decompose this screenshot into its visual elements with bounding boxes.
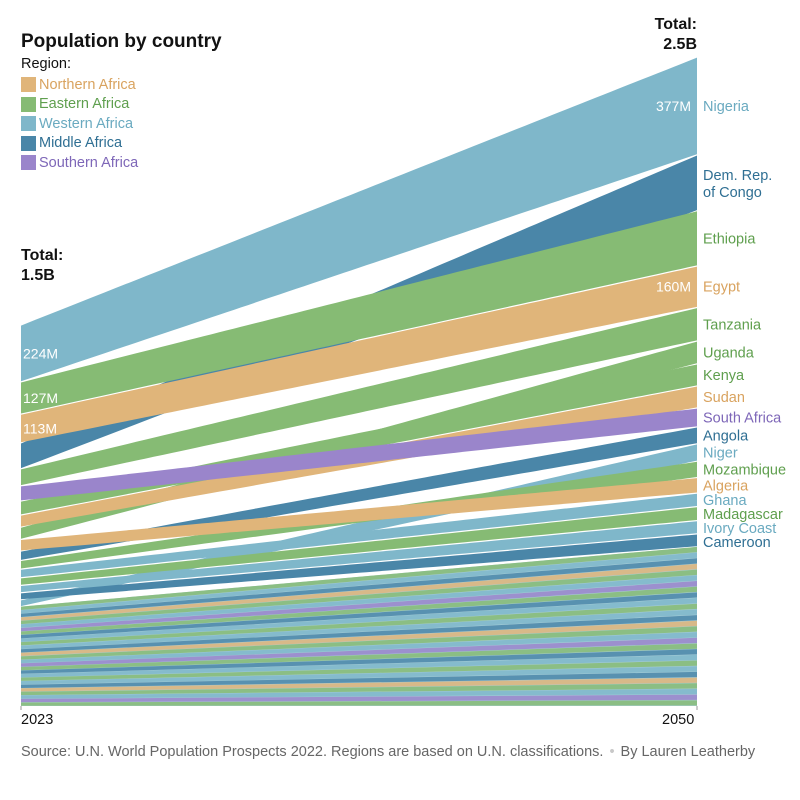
total-end-label: Total: bbox=[654, 16, 697, 33]
country-label-nigeria: Nigeria bbox=[703, 99, 750, 115]
other-country-band bbox=[21, 580, 697, 632]
total-start-label: Total: bbox=[21, 247, 64, 264]
other-country-band bbox=[21, 609, 697, 649]
other-country-band bbox=[21, 700, 697, 706]
other-country-band bbox=[21, 649, 697, 674]
legend-swatch-eastern-africa bbox=[21, 96, 36, 112]
legend-swatch-western-africa bbox=[21, 116, 36, 132]
country-label-ivory-coast: Ivory Coast bbox=[703, 521, 776, 537]
chart-title: Population by country bbox=[21, 31, 222, 52]
other-country-band bbox=[21, 603, 697, 646]
legend-item-middle-africa: Middle Africa bbox=[21, 134, 138, 154]
legend-label-southern-africa: Southern Africa bbox=[39, 154, 139, 171]
country-label-niger: Niger bbox=[703, 446, 738, 462]
legend-item-southern-africa: Southern Africa bbox=[21, 153, 138, 173]
country-label-uganda: Uganda bbox=[703, 345, 755, 361]
end-value-label-egypt: 160M bbox=[656, 279, 691, 295]
other-country-band bbox=[21, 558, 697, 618]
country-label-egypt: Egypt bbox=[703, 280, 740, 296]
other-country-band bbox=[21, 575, 697, 628]
legend-label-middle-africa: Middle Africa bbox=[39, 135, 123, 152]
legend-title: Region: bbox=[21, 56, 71, 72]
source-separator: • bbox=[609, 744, 615, 760]
start-value-label-egypt: 113M bbox=[23, 421, 57, 437]
other-country-band bbox=[21, 694, 697, 703]
country-label-madagascar: Madagascar bbox=[703, 507, 783, 523]
legend-label-eastern-africa: Eastern Africa bbox=[39, 96, 130, 113]
other-country-band bbox=[21, 615, 697, 653]
total-start: Total: 1.5B bbox=[21, 246, 63, 286]
band-madagascar bbox=[21, 507, 697, 585]
band-south-africa bbox=[21, 408, 697, 501]
source-note: Source: U.N. World Population Prospects … bbox=[21, 741, 781, 764]
country-label-mozambique: Mozambique bbox=[703, 462, 786, 478]
source-credit: By Lauren Leatherby bbox=[620, 744, 756, 760]
total-end: Total: 2.5B bbox=[655, 15, 697, 55]
legend-label-western-africa: Western Africa bbox=[39, 115, 134, 132]
other-country-band bbox=[21, 632, 697, 664]
other-country-band bbox=[21, 626, 697, 660]
country-label-tanzania: Tanzania bbox=[703, 317, 762, 333]
legend-item-eastern-africa: Eastern Africa bbox=[21, 95, 138, 115]
legend-label-northern-africa: Northern Africa bbox=[39, 76, 136, 93]
other-country-band bbox=[21, 552, 697, 614]
band-nigeria bbox=[21, 57, 697, 382]
other-country-band bbox=[21, 592, 697, 639]
start-value-label-ethiopia: 127M bbox=[23, 390, 58, 406]
country-label-algeria: Algeria bbox=[703, 478, 749, 494]
band-ivory-coast bbox=[21, 521, 697, 593]
other-country-band bbox=[21, 563, 697, 621]
other-country-band bbox=[21, 643, 697, 671]
legend: Region: Northern Africa Eastern Africa W… bbox=[21, 56, 138, 173]
country-label-ghana: Ghana bbox=[703, 493, 747, 509]
other-country-band bbox=[21, 586, 697, 635]
other-country-band bbox=[21, 620, 697, 657]
country-label-dem-rep-of-congo-line1: Dem. Rep. bbox=[703, 168, 772, 184]
band-algeria bbox=[21, 478, 697, 551]
other-country-band bbox=[21, 637, 697, 667]
band-ghana bbox=[21, 493, 697, 578]
year-end: 2050 bbox=[662, 712, 695, 728]
country-label-sudan: Sudan bbox=[703, 390, 745, 406]
other-country-band bbox=[21, 598, 697, 642]
other-country-band bbox=[21, 671, 697, 688]
other-country-band bbox=[21, 546, 697, 610]
start-value-label-nigeria: 224M bbox=[23, 345, 58, 361]
legend-item-northern-africa: Northern Africa bbox=[21, 75, 138, 95]
country-label-south-africa: South Africa bbox=[703, 410, 782, 426]
other-country-band bbox=[21, 666, 697, 685]
country-label-cameroon: Cameroon bbox=[703, 535, 771, 551]
legend-swatch-northern-africa bbox=[21, 77, 36, 93]
band-tanzania bbox=[21, 308, 697, 486]
legend-item-western-africa: Western Africa bbox=[21, 114, 138, 134]
total-start-value: 1.5B bbox=[21, 267, 55, 284]
other-country-band bbox=[21, 660, 697, 681]
country-label-dem-rep-of-congo-line2: of Congo bbox=[703, 185, 762, 201]
total-end-value: 2.5B bbox=[663, 36, 697, 53]
legend-swatch-southern-africa bbox=[21, 155, 36, 171]
band-ethiopia bbox=[21, 211, 697, 414]
country-label-angola: Angola bbox=[703, 428, 749, 444]
other-country-band bbox=[21, 654, 697, 678]
source-text: Source: U.N. World Population Prospects … bbox=[21, 744, 604, 760]
country-label-kenya: Kenya bbox=[703, 368, 745, 384]
band-egypt bbox=[21, 266, 697, 443]
other-country-band bbox=[21, 683, 697, 696]
other-country-band bbox=[21, 677, 697, 692]
year-start: 2023 bbox=[21, 712, 54, 728]
end-value-label-nigeria: 377M bbox=[656, 98, 691, 114]
other-country-band bbox=[21, 688, 697, 699]
band-cameroon bbox=[21, 534, 697, 600]
other-country-band bbox=[21, 569, 697, 625]
legend-swatch-middle-africa bbox=[21, 135, 36, 151]
country-label-ethiopia: Ethiopia bbox=[703, 231, 756, 247]
